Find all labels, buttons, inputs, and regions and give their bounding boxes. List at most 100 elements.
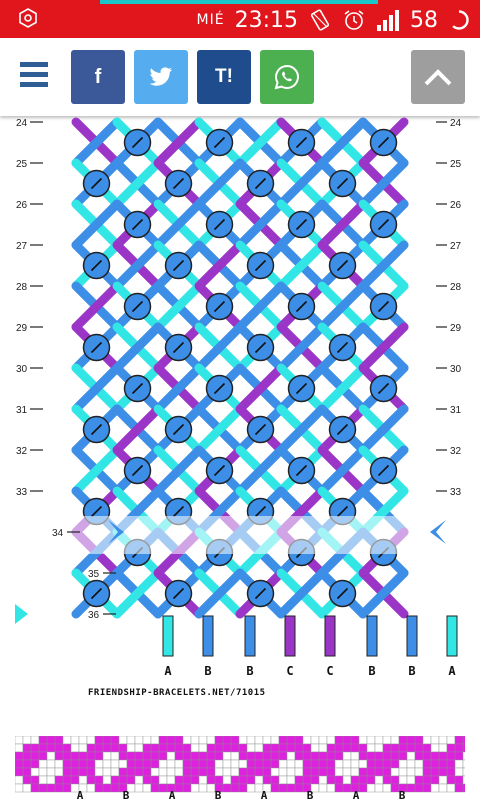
- row-label-left: 28: [16, 282, 28, 293]
- twitter-icon: [149, 67, 172, 86]
- battery-ring-icon: [449, 10, 469, 30]
- string-letter: A: [164, 664, 172, 678]
- knot-arrow: [377, 136, 390, 149]
- knot-arrow: [172, 423, 185, 436]
- string-letter: C: [326, 664, 333, 678]
- row-label-right: 32: [450, 446, 462, 457]
- string-letter: C: [286, 664, 293, 678]
- signal-icon: [377, 10, 399, 31]
- row-label-right: 25: [450, 159, 462, 170]
- row-label-left: 32: [16, 446, 28, 457]
- knot-arrow: [213, 382, 226, 395]
- chevron-up-icon: [424, 69, 452, 86]
- knot-arrow: [377, 382, 390, 395]
- preview-letter: B: [399, 789, 406, 800]
- knot-arrow: [172, 505, 185, 518]
- preview-letter: A: [169, 789, 176, 800]
- string-end: [406, 615, 418, 657]
- row-label-right: 29: [450, 323, 462, 334]
- knot-arrow: [254, 259, 267, 272]
- row-label-left: 24: [16, 118, 28, 129]
- knot-arrow: [254, 341, 267, 354]
- knot-arrow: [295, 382, 308, 395]
- string-end: [284, 615, 296, 657]
- knot-arrow: [131, 218, 144, 231]
- knot-arrow: [336, 341, 349, 354]
- preview-letter: B: [123, 789, 130, 800]
- row-label-left: 31: [16, 405, 28, 416]
- row-label-left: 36: [88, 610, 100, 621]
- bracelet-pattern-diagram: 24 24 25 25 26 26 27 27 28 28 29 29 30 30 31 31 32 32 33 33…: [0, 117, 480, 678]
- target-icon: [19, 8, 37, 28]
- knot-arrow: [213, 218, 226, 231]
- knot-arrow: [131, 382, 144, 395]
- knot-arrow: [295, 218, 308, 231]
- preview-letter: B: [307, 789, 314, 800]
- knot-arrow: [90, 341, 103, 354]
- string-letter: B: [408, 664, 415, 678]
- preview-letter: A: [353, 789, 360, 800]
- facebook-share-button[interactable]: f: [71, 50, 125, 104]
- row-label-right: 28: [450, 282, 462, 293]
- row-label-left: 35: [88, 569, 100, 580]
- knot-arrow: [377, 218, 390, 231]
- whatsapp-icon: [274, 64, 299, 90]
- knot-arrow: [336, 587, 349, 600]
- string-end: [446, 615, 458, 657]
- knot-arrow: [377, 300, 390, 313]
- knot-arrow: [336, 423, 349, 436]
- knot-arrow: [254, 423, 267, 436]
- string-letter: B: [368, 664, 375, 678]
- knot-arrow: [295, 136, 308, 149]
- string-letter: A: [448, 664, 456, 678]
- knot-arrow: [90, 423, 103, 436]
- alarm-icon: [344, 10, 364, 30]
- row-label-right: 33: [450, 487, 462, 498]
- preview-letter: B: [215, 789, 222, 800]
- side-arrow-icon: [15, 604, 28, 624]
- row-label-right: 27: [450, 241, 462, 252]
- row-label-right: 30: [450, 364, 462, 375]
- whatsapp-share-button[interactable]: [260, 50, 314, 104]
- knot-arrow: [254, 587, 267, 600]
- twitter-share-button[interactable]: [134, 50, 188, 104]
- facebook-icon: f: [94, 65, 102, 88]
- knot-arrow: [172, 587, 185, 600]
- string-end: [324, 615, 336, 657]
- preview-letter: A: [261, 789, 268, 800]
- row-label-right: 31: [450, 405, 462, 416]
- row-label-left: 25: [16, 159, 28, 170]
- knot-arrow: [90, 259, 103, 272]
- row-label-right: 26: [450, 200, 462, 211]
- knot-arrow: [131, 136, 144, 149]
- row-label-left: 29: [16, 323, 28, 334]
- knot-arrow: [254, 177, 267, 190]
- knot-arrow: [336, 259, 349, 272]
- row-label-left: 27: [16, 241, 28, 252]
- row-label-right: 24: [450, 118, 462, 129]
- knot-arrow: [295, 464, 308, 477]
- string-end: [162, 615, 174, 657]
- row-label-left: 34: [52, 528, 64, 539]
- share-toolbar: f T!: [0, 38, 480, 116]
- status-time: 23:15: [234, 7, 298, 33]
- knot-arrow: [336, 177, 349, 190]
- tuenti-share-button[interactable]: T!: [197, 50, 251, 104]
- tuenti-icon: T!: [215, 66, 233, 87]
- knot-arrow: [213, 464, 226, 477]
- hamburger-icon[interactable]: [20, 60, 48, 90]
- knot-arrow: [336, 505, 349, 518]
- scroll-top-button[interactable]: [411, 50, 465, 104]
- string-letter: B: [246, 664, 253, 678]
- knot-arrow: [213, 300, 226, 313]
- knot-arrow: [90, 587, 103, 600]
- knot-arrow: [172, 259, 185, 272]
- left-arrow-icon: [108, 520, 124, 544]
- row-label-left: 33: [16, 487, 28, 498]
- knot-arrow: [213, 136, 226, 149]
- knot-arrow: [172, 341, 185, 354]
- right-arrow-icon: [430, 520, 446, 544]
- knot-arrow: [172, 177, 185, 190]
- knot-arrow: [254, 505, 267, 518]
